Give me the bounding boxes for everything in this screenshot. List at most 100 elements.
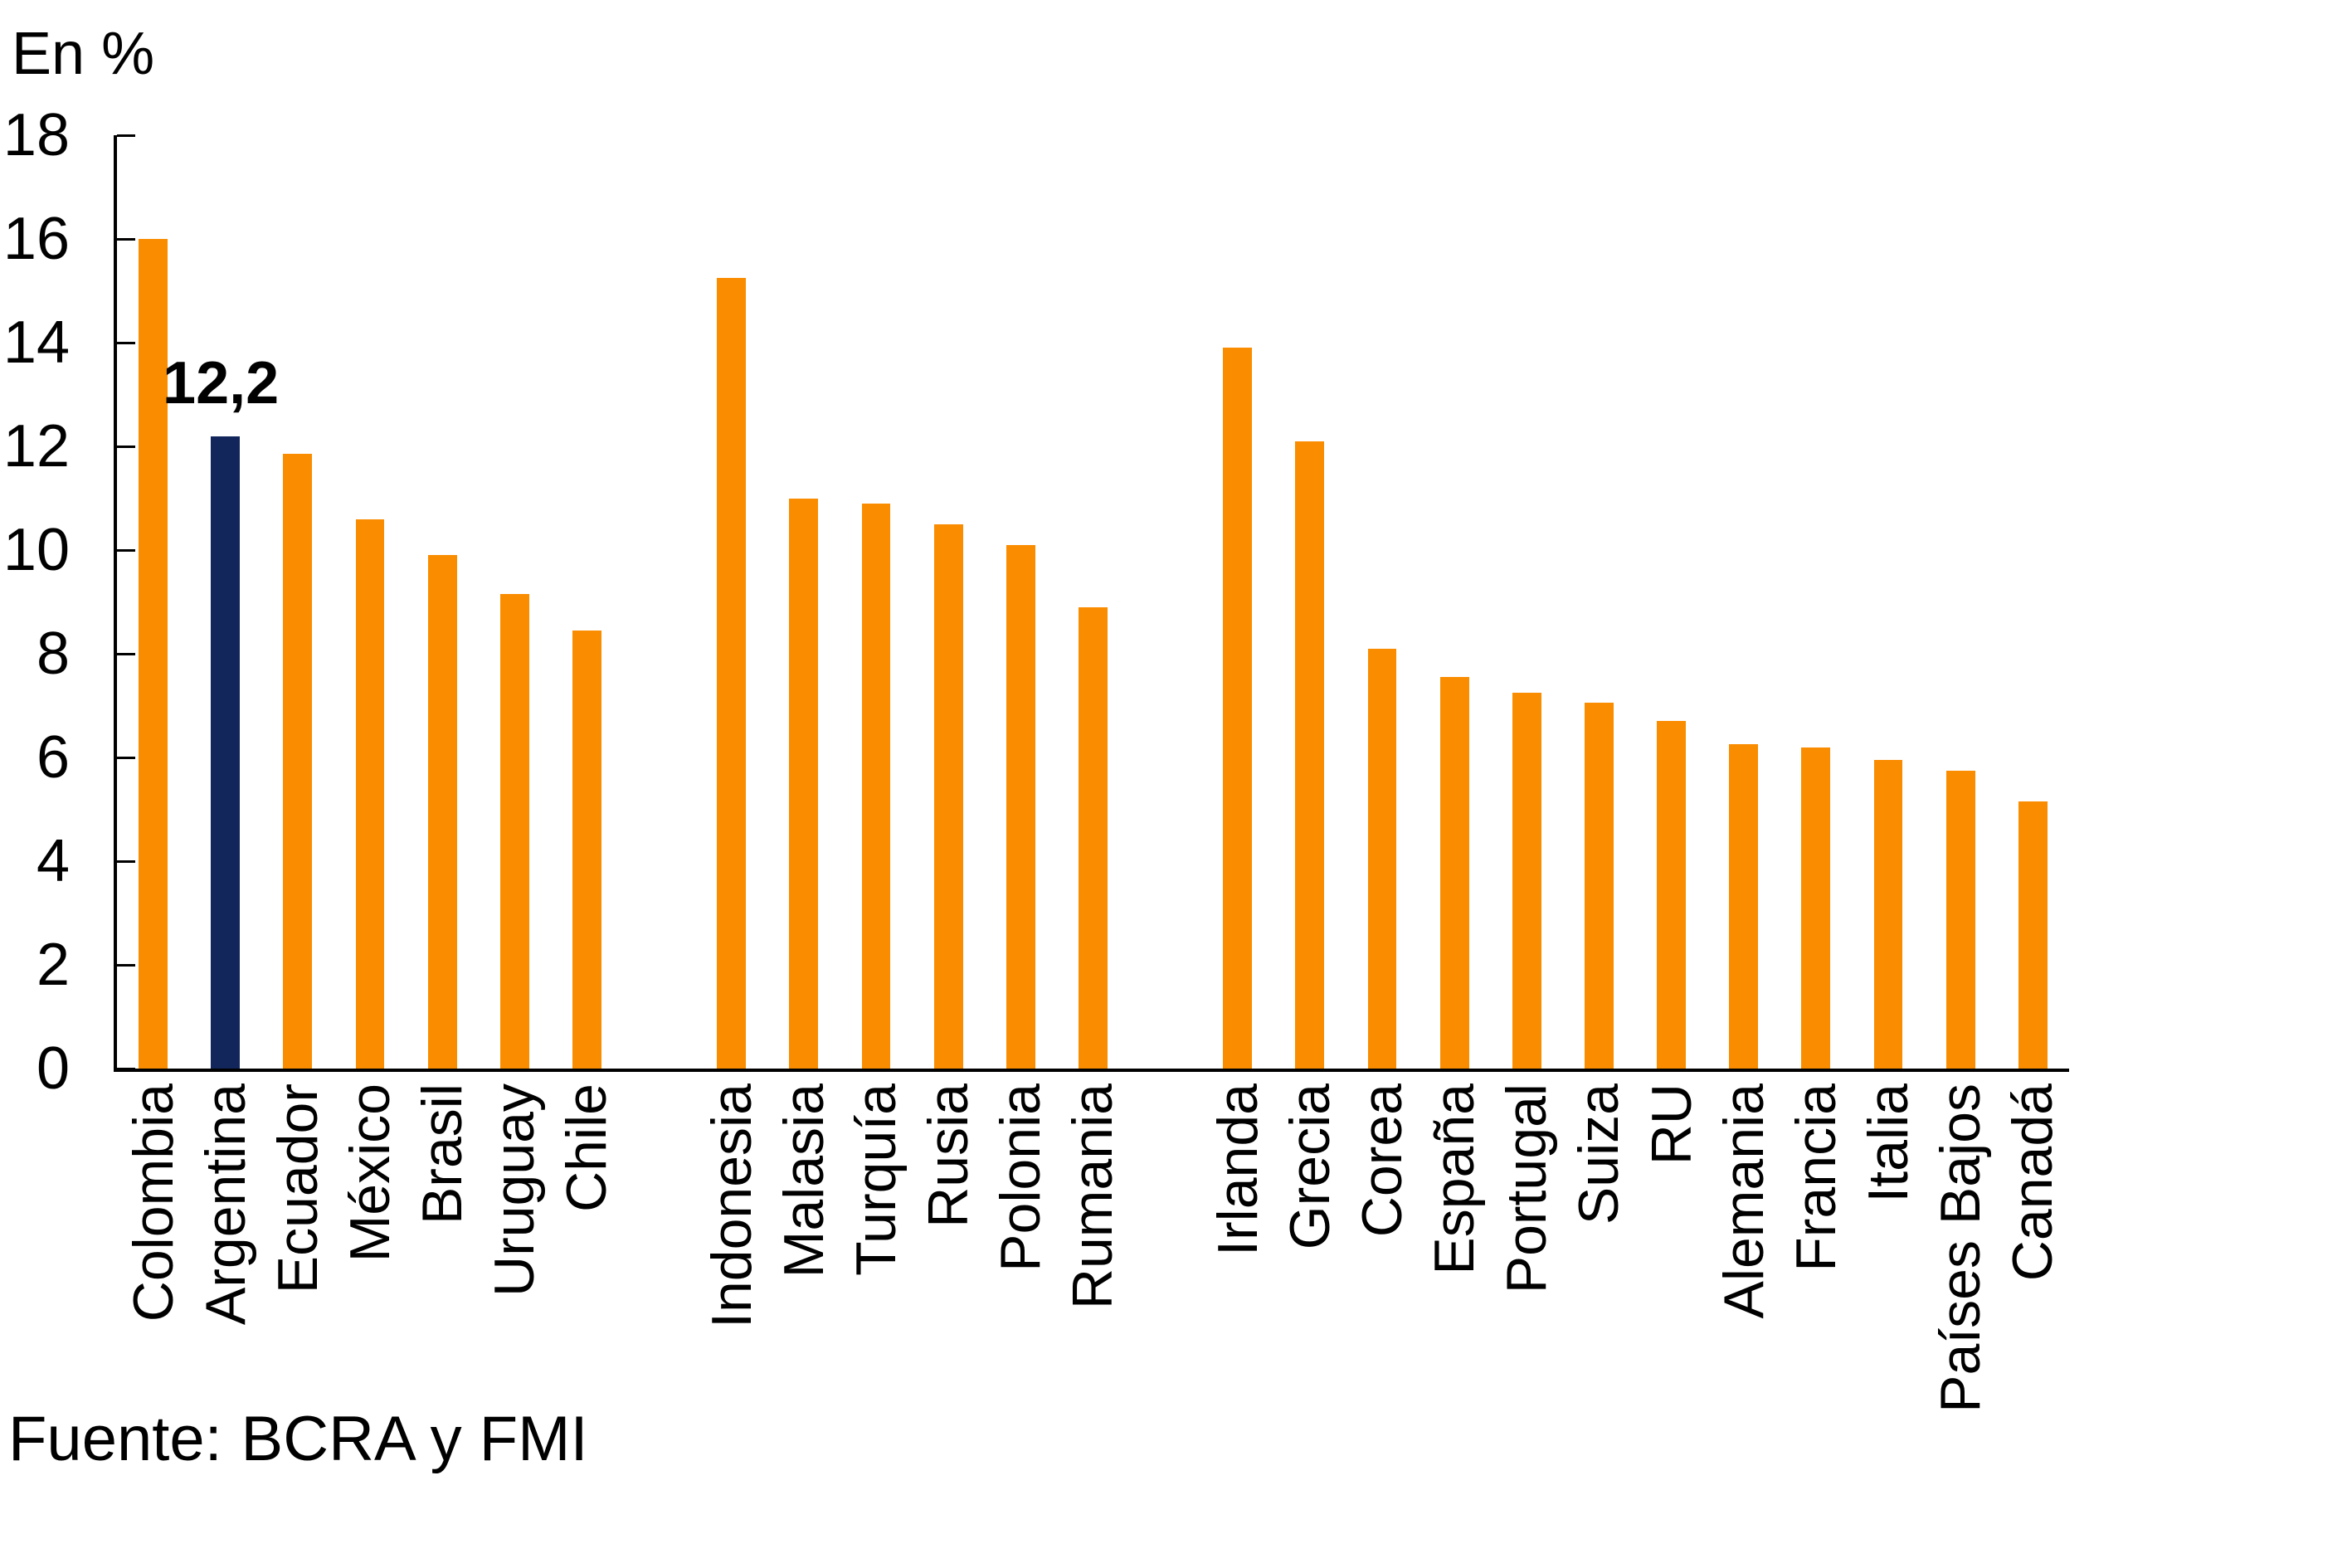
y-axis-unit-label: En % (12, 21, 155, 87)
x-label-Argentina: Argentina (193, 1083, 257, 1326)
y-tick-label-12: 12 (2, 413, 70, 480)
bar-slot-México: México (334, 135, 406, 1262)
y-tick-label-10: 10 (2, 517, 70, 583)
bar-slot-Turquía: Turquía (840, 135, 912, 1276)
bar-Indonesia (717, 277, 747, 1069)
bar-slot-Uruguay: Uruguay (479, 135, 551, 1297)
x-label-Uruguay: Uruguay (483, 1083, 547, 1298)
bar-Corea (1367, 648, 1397, 1069)
bar-slot-Colombia: Colombia (117, 135, 189, 1322)
bar-slot-Suiza: Suiza (1563, 135, 1635, 1225)
y-axis-tick-labels: 0 2 4 6 8 10 12 14 16 18 (0, 105, 70, 1098)
x-label-Alemania: Alemania (1712, 1083, 1775, 1319)
source-note: Fuente: BCRA y FMI (8, 1405, 588, 1474)
bar-Malasia (789, 498, 819, 1069)
group-gap-2 (1129, 135, 1201, 1069)
bar-slot-Canadá: Canadá (1997, 135, 2069, 1281)
x-label-Países Bajos: Países Bajos (1929, 1083, 1993, 1413)
bar-slot-Brasil: Brasil (407, 135, 479, 1225)
bar-slot-Portugal: Portugal (1491, 135, 1563, 1293)
bar-Grecia (1295, 441, 1325, 1069)
x-label-Ecuador: Ecuador (265, 1083, 329, 1294)
bar-slot-Malasia: Malasia (767, 135, 840, 1278)
x-label-Irlanda: Irlanda (1205, 1083, 1269, 1256)
y-tick-label-6: 6 (36, 724, 70, 791)
bar-slot-Chile: Chile (551, 135, 623, 1212)
y-tick-mark-12 (117, 445, 135, 448)
y-tick-mark-0 (117, 1067, 135, 1070)
bar-Rumania (1078, 606, 1108, 1069)
y-tick-mark-10 (117, 548, 135, 552)
y-tick-mark-6 (117, 756, 135, 759)
bar-Turquía (861, 503, 891, 1069)
bar-Colombia (139, 239, 168, 1069)
y-tick-mark-16 (117, 237, 135, 241)
bar-slot-RU: RU (1635, 135, 1707, 1165)
bar-Francia (1801, 747, 1831, 1069)
bar-Italia (1873, 760, 1903, 1069)
plot-area: Colombia 12,2 Argentina Ecuador México Brasil… (114, 134, 2069, 1413)
bar-Uruguay (499, 594, 529, 1069)
bar-Chile (572, 630, 601, 1069)
x-label-Francia: Francia (1784, 1083, 1848, 1272)
x-label-Colombia: Colombia (121, 1083, 185, 1322)
bar-Irlanda (1223, 348, 1253, 1069)
bar-RU (1657, 721, 1686, 1069)
x-label-Grecia: Grecia (1278, 1083, 1342, 1250)
y-tick-label-2: 2 (36, 932, 70, 998)
bar-Brasil (427, 555, 457, 1069)
y-tick-label-4: 4 (36, 828, 70, 894)
bar-Alemania (1729, 744, 1759, 1069)
y-tick-label-16: 16 (2, 206, 70, 272)
bar-Ecuador (283, 454, 313, 1069)
x-label-RU: RU (1639, 1083, 1703, 1166)
bar-slot-Corea: Corea (1346, 135, 1418, 1237)
bar-slot-Argentina: 12,2 Argentina (163, 135, 279, 1326)
x-label-Rumania: Rumania (1061, 1083, 1125, 1310)
x-label-Malasia: Malasia (772, 1083, 835, 1278)
y-axis-tick-marks (117, 134, 2069, 1070)
y-tick-mark-8 (117, 652, 135, 655)
x-label-Portugal: Portugal (1495, 1083, 1559, 1294)
source-note-label: Fuente: (8, 1404, 222, 1474)
x-label-Chile: Chile (555, 1083, 619, 1212)
bar-slot-Alemania: Alemania (1707, 135, 1780, 1319)
bar-slot-España: España (1419, 135, 1491, 1275)
y-tick-mark-2 (117, 963, 135, 967)
data-label-Argentina: 12,2 (163, 349, 280, 416)
bar-slot-Países Bajos: Países Bajos (1925, 135, 1997, 1413)
x-label-Italia: Italia (1856, 1083, 1920, 1203)
bar-Polonia (1006, 544, 1035, 1069)
bar-Argentina (211, 436, 241, 1069)
bar-slot-Italia: Italia (1852, 135, 1924, 1203)
source-note-value: BCRA y FMI (241, 1404, 588, 1474)
x-label-Rusia: Rusia (917, 1083, 981, 1228)
y-tick-label-0: 0 (36, 1035, 70, 1102)
bar-slot-Polonia: Polonia (985, 135, 1057, 1272)
y-tick-label-8: 8 (36, 621, 70, 687)
y-tick-mark-14 (117, 341, 135, 344)
bar-slot-Grecia: Grecia (1273, 135, 1346, 1249)
bar-Suiza (1584, 703, 1614, 1069)
y-tick-label-14: 14 (2, 309, 70, 376)
bar-Canadá (2018, 801, 2048, 1069)
x-label-México: México (338, 1083, 402, 1263)
y-tick-label-18: 18 (2, 102, 70, 168)
bar-slot-Indonesia: Indonesia (695, 135, 767, 1328)
x-label-Polonia: Polonia (989, 1083, 1053, 1272)
bar-Países Bajos (1945, 770, 1975, 1069)
x-label-España: España (1423, 1083, 1487, 1275)
y-tick-mark-18 (117, 134, 135, 137)
x-label-Canadá: Canadá (2001, 1083, 2065, 1282)
bar-slot-Rumania: Rumania (1057, 135, 1129, 1309)
bar-España (1439, 677, 1469, 1069)
bar-México (355, 519, 385, 1069)
x-label-Corea: Corea (1350, 1083, 1414, 1238)
bar-Rusia (933, 523, 963, 1069)
x-label-Brasil: Brasil (411, 1083, 475, 1225)
x-label-Suiza: Suiza (1567, 1083, 1631, 1225)
x-label-Turquía: Turquía (844, 1083, 908, 1276)
bar-series: Colombia 12,2 Argentina Ecuador México Brasil… (117, 135, 2069, 1413)
bar-slot-Irlanda: Irlanda (1201, 135, 1273, 1256)
